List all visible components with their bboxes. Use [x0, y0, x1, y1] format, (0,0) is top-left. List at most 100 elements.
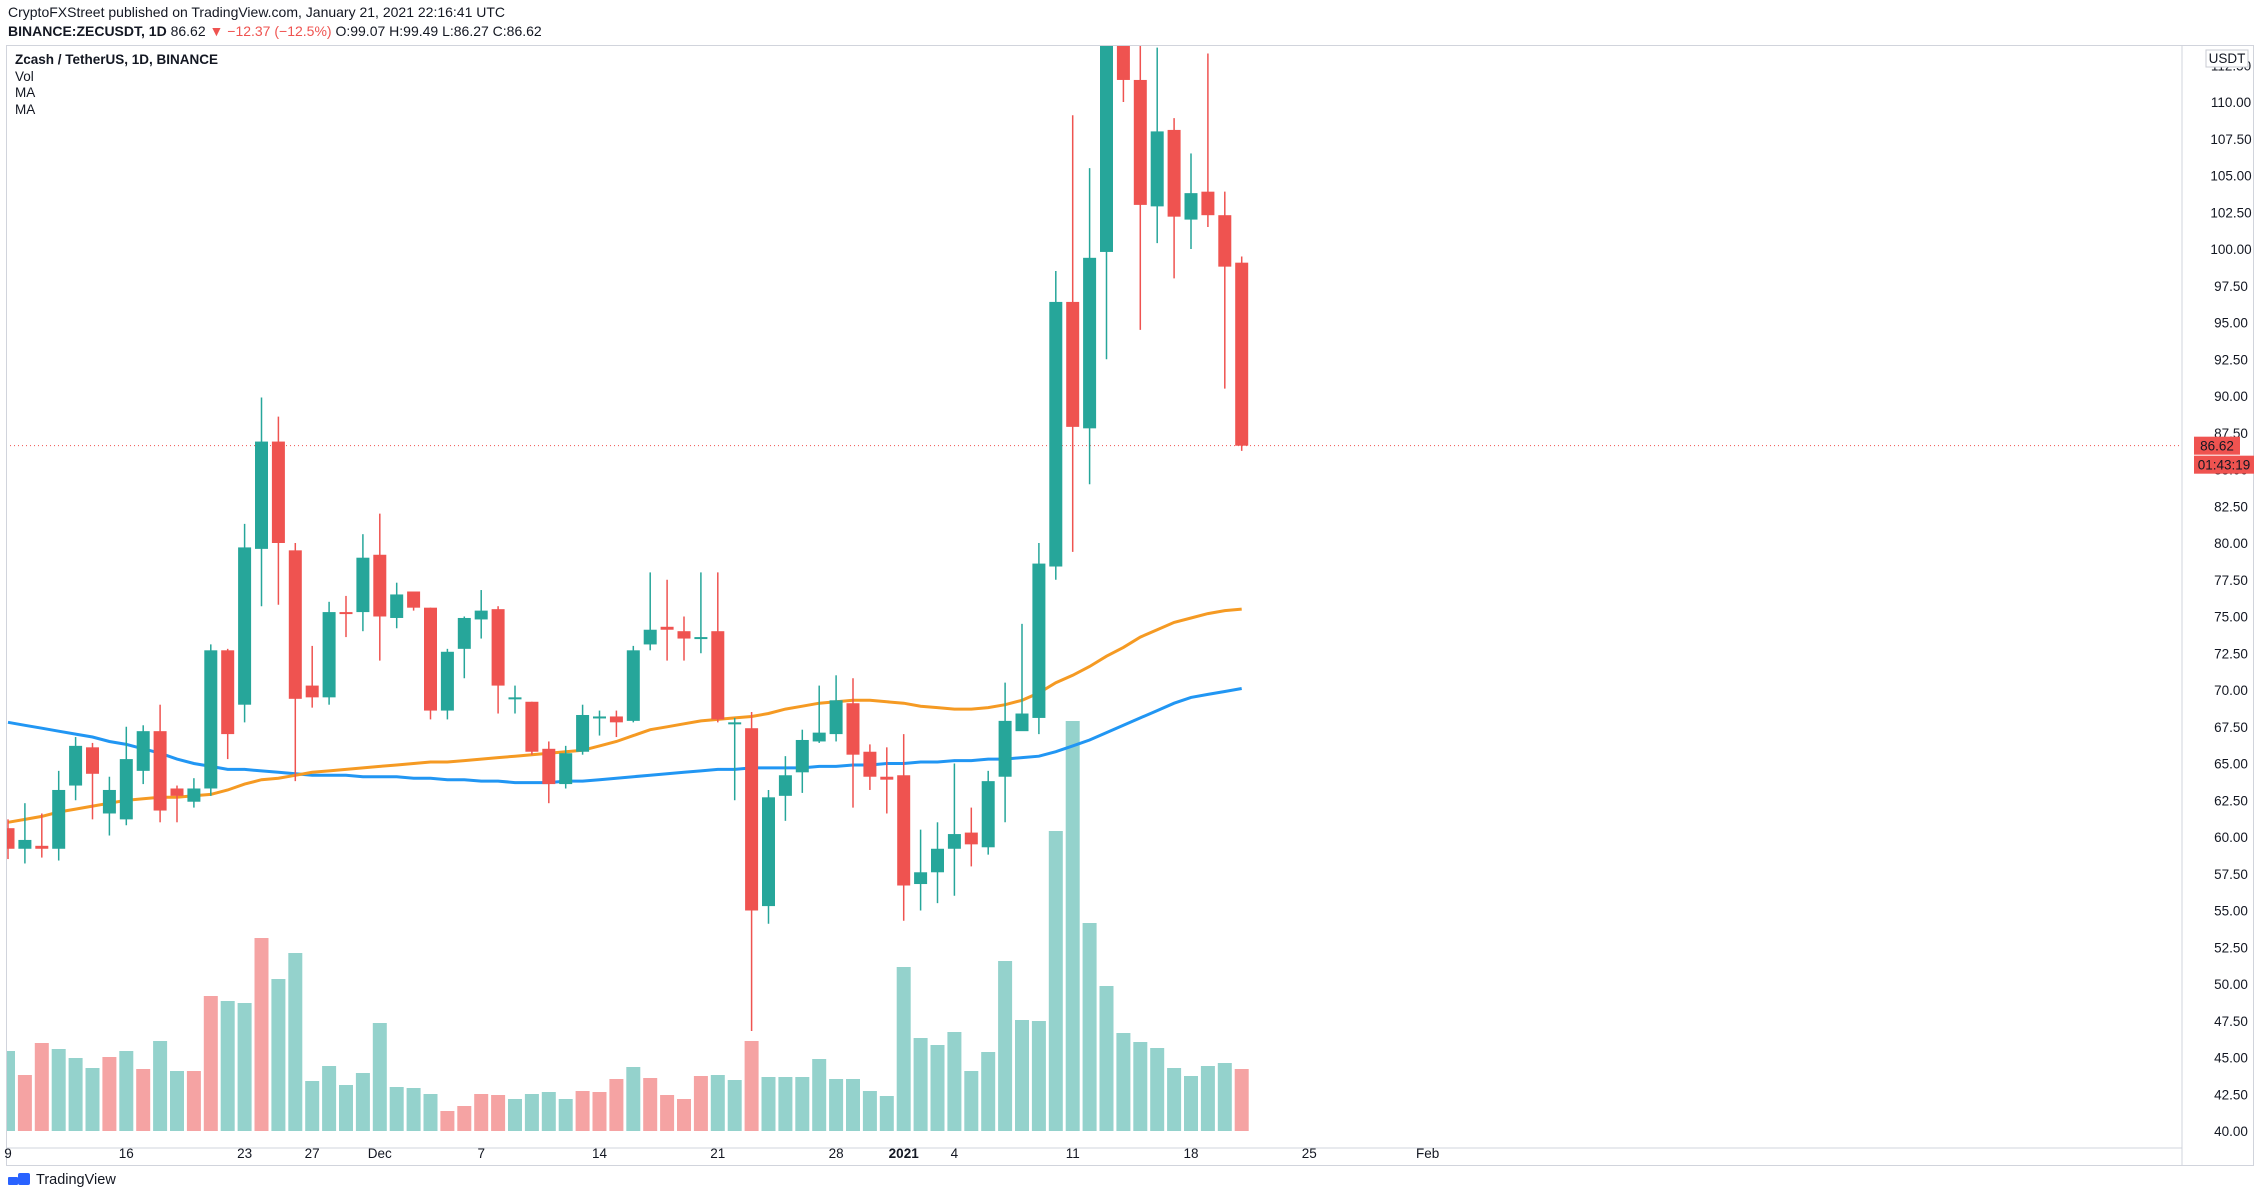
price-tick-label: 62.50 [2214, 793, 2248, 808]
price-tick-label: 90.00 [2214, 389, 2248, 404]
candle-body [119, 759, 133, 820]
candle-body [931, 848, 944, 873]
ticker: BINANCE:ZECUSDT, 1D [8, 23, 167, 39]
candle-body [424, 607, 437, 711]
volume-bar [677, 1099, 691, 1131]
volume-bar [68, 1058, 83, 1131]
time-tick-label: 23 [237, 1146, 252, 1161]
candle-body [677, 631, 691, 639]
volume-bar [829, 1079, 844, 1131]
candle-body [7, 828, 15, 849]
candle-body [846, 703, 860, 755]
candle-body [812, 732, 826, 742]
time-tick-label: Dec [368, 1146, 392, 1161]
volume-bar [237, 1003, 252, 1131]
candle-body [897, 775, 911, 886]
volume-bar [491, 1095, 506, 1131]
volume-bar [254, 938, 269, 1131]
candle-body [1083, 257, 1097, 429]
price-tick-label: 40.00 [2214, 1124, 2248, 1139]
price-tick-label: 60.00 [2214, 830, 2248, 845]
symbol-line: BINANCE:ZECUSDT, 1D 86.62 ▼ −12.37 (−12.… [8, 22, 542, 41]
volume-bar [1133, 1042, 1148, 1131]
time-tick-label: 9 [4, 1146, 12, 1161]
candle-body [288, 550, 302, 699]
volume-bar [846, 1079, 860, 1131]
price-tick-label: 105.00 [2210, 169, 2251, 184]
candle-body [914, 872, 928, 885]
legend-ma-1[interactable]: MA [15, 85, 36, 100]
time-tick-label: 21 [710, 1146, 725, 1161]
volume-bar [355, 1073, 370, 1131]
candle-body [221, 650, 235, 735]
time-tick-label: 25 [1302, 1146, 1317, 1161]
volume-bar [592, 1092, 607, 1131]
volume-bar [34, 1043, 49, 1131]
candle-body [643, 629, 657, 645]
candle-body [795, 739, 809, 773]
volume-bar [558, 1099, 573, 1131]
publish-header: CryptoFXStreet published on TradingView.… [8, 3, 542, 41]
candle-body [52, 789, 66, 849]
candle-body [1184, 193, 1198, 220]
legend-ma-2[interactable]: MA [15, 101, 36, 117]
plot-area [7, 46, 2182, 1131]
ohlc-values: O:99.07 H:99.49 L:86.27 C:86.62 [335, 23, 542, 39]
candle-body [305, 685, 319, 698]
volume-bar [896, 967, 911, 1131]
price-tick-label: 42.50 [2214, 1087, 2248, 1102]
volume-bar [17, 1075, 32, 1131]
volume-bar [1150, 1048, 1165, 1131]
time-tick-label: 28 [829, 1146, 844, 1161]
volume-bar [153, 1041, 168, 1131]
publish-line: CryptoFXStreet published on TradingView.… [8, 4, 506, 20]
volume-bar [1065, 721, 1080, 1131]
candle-body [525, 701, 539, 752]
candle-body [660, 626, 674, 630]
candle-body [728, 722, 742, 725]
volume-bar [7, 1051, 15, 1131]
last-price-badge-label: 86.62 [2200, 439, 2234, 454]
volume-bar [85, 1068, 100, 1131]
candle-body [863, 751, 877, 777]
candle-body [204, 650, 218, 789]
ma-slow-line [7, 687, 1242, 785]
volume-bar [981, 1052, 996, 1131]
candle-body [356, 557, 370, 613]
volume-bar [761, 1077, 776, 1131]
price-tick-label: 57.50 [2214, 867, 2248, 882]
price-tick-label: 77.50 [2214, 573, 2248, 588]
volume-bar [1031, 1021, 1046, 1131]
candle-body [69, 745, 83, 786]
price-tick-label: 45.00 [2214, 1051, 2248, 1066]
footer-brand[interactable]: TradingView [36, 1172, 116, 1188]
volume-bar [575, 1091, 590, 1131]
volume-bar [203, 996, 218, 1131]
price-tick-label: 80.00 [2214, 536, 2248, 551]
currency-box [2205, 49, 2249, 68]
candle-body [153, 731, 167, 811]
time-tick-label: 14 [592, 1146, 608, 1161]
volume-bar [1116, 1033, 1131, 1131]
tradingview-logo-icon [8, 1173, 30, 1187]
price-tick-label: 47.50 [2214, 1014, 2248, 1029]
price-tick-label: 75.00 [2214, 610, 2248, 625]
candle-body [694, 637, 708, 640]
volume-bar [186, 1071, 201, 1131]
volume-bar [812, 1059, 827, 1131]
price-change: ▼ −12.37 (−12.5%) [209, 23, 332, 39]
volume-bar [51, 1049, 66, 1131]
volume-bar [964, 1071, 979, 1131]
candle-body [1100, 46, 1113, 252]
volume-bar [626, 1067, 641, 1131]
legend-vol[interactable]: Vol [15, 68, 34, 84]
legend-title[interactable]: Zcash / TetherUS, 1D, BINANCE [15, 52, 219, 67]
volume-bar [998, 961, 1013, 1131]
candle-body [593, 716, 606, 719]
volume-bar [119, 1051, 134, 1131]
candle-body [390, 594, 404, 618]
volume-bar [693, 1076, 708, 1131]
volume-bar [930, 1045, 945, 1131]
countdown-badge [2194, 455, 2254, 474]
